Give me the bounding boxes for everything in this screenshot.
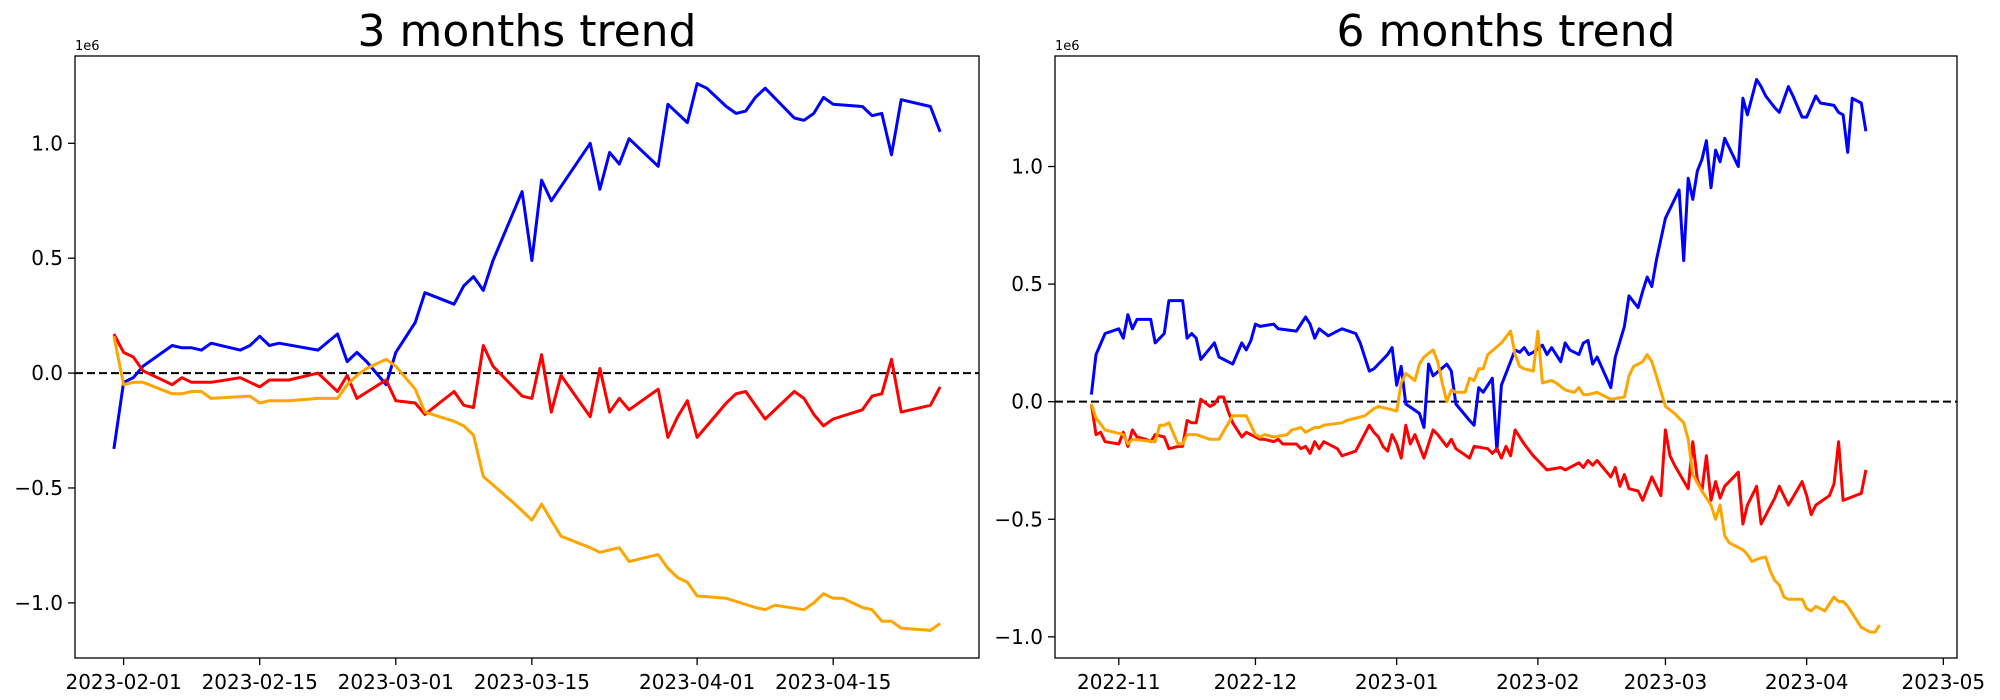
y-tick-label: −0.5 xyxy=(14,476,63,500)
x-tick-label: 2023-03-01 xyxy=(338,670,454,694)
chart-6-months-trend: 6 months trend 1e6 1.0 0.5 0.0 −0.5 −1.0 2022… xyxy=(994,6,1985,694)
y-tick-label: 0.0 xyxy=(31,361,63,385)
y-exponent-label: 1e6 xyxy=(75,39,100,54)
chart-title: 6 months trend xyxy=(1337,6,1676,57)
y-tick-label: 1.0 xyxy=(1011,155,1043,179)
x-tick-label: 2023-02-01 xyxy=(65,670,181,694)
series-line-2 xyxy=(112,336,941,632)
series-line-0 xyxy=(1089,78,1868,453)
chart-title: 3 months trend xyxy=(358,6,697,57)
x-tick-label: 2022-11 xyxy=(1077,670,1161,694)
x-tick-label: 2023-04-15 xyxy=(775,670,891,694)
x-tick-label: 2023-04 xyxy=(1765,670,1849,694)
x-tick-label: 2023-03-15 xyxy=(474,670,590,694)
x-tick-label: 2022-12 xyxy=(1214,670,1298,694)
x-tick-label: 2023-01 xyxy=(1355,670,1439,694)
x-tick-label: 2023-04-01 xyxy=(639,670,755,694)
plot-area: 1.0 0.5 0.0 −0.5 −1.0 2022-11 2022-12 2023-01 20… xyxy=(994,55,1986,694)
y-tick-label: −0.5 xyxy=(994,507,1043,531)
series-line-2 xyxy=(1089,329,1881,634)
y-exponent-label: 1e6 xyxy=(1055,39,1080,54)
series-line-0 xyxy=(112,82,942,450)
axes-frame xyxy=(1054,55,1958,659)
chart-3-months-trend: 3 months trend 1e6 1.0 0.5 0.0 −0.5 −1.0 2023… xyxy=(14,6,980,694)
x-tick-label: 2023-02 xyxy=(1496,670,1580,694)
series-line-1 xyxy=(112,333,942,439)
y-tick-label: 0.0 xyxy=(1011,390,1043,414)
y-tick-label: 0.5 xyxy=(31,246,63,270)
plot-area: 1.0 0.5 0.0 −0.5 −1.0 2023-02-01 2023-02-15 202… xyxy=(14,55,980,694)
y-tick-label: 1.0 xyxy=(31,131,63,155)
series-line-1 xyxy=(1089,395,1868,526)
x-tick-label: 2023-02-15 xyxy=(202,670,318,694)
x-tick-label: 2023-03 xyxy=(1624,670,1708,694)
y-tick-label: 0.5 xyxy=(1011,272,1043,296)
axes-frame xyxy=(74,55,980,659)
y-tick-label: −1.0 xyxy=(994,625,1043,649)
x-tick-label: 2023-05 xyxy=(1902,670,1986,694)
y-tick-label: −1.0 xyxy=(14,591,63,615)
